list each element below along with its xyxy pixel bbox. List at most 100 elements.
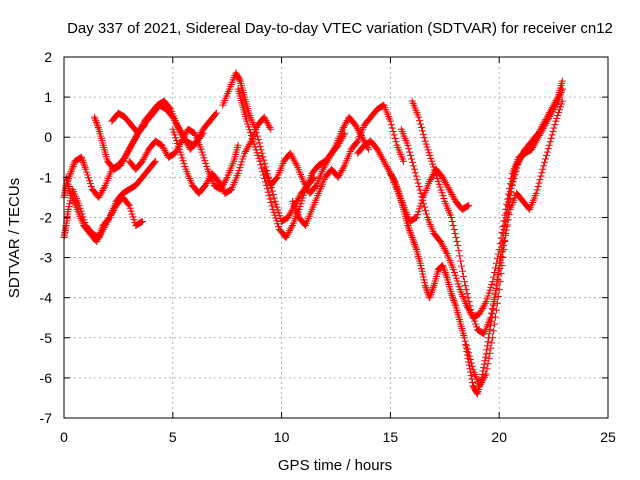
data-point [498, 253, 506, 261]
data-point [426, 294, 434, 302]
data-point [501, 238, 509, 246]
data-point [404, 221, 412, 229]
data-point [426, 292, 434, 300]
data-point [150, 158, 158, 166]
data-point [248, 134, 256, 142]
data-point [490, 295, 498, 303]
data-point [458, 262, 466, 270]
data-point [463, 342, 471, 350]
data-point [499, 247, 507, 255]
data-point [415, 205, 423, 213]
data-point [440, 195, 448, 203]
data-point [545, 141, 553, 149]
data-point [548, 131, 556, 139]
data-point [492, 259, 500, 267]
data-point [273, 203, 281, 211]
data-point [263, 185, 271, 193]
data-point [394, 188, 402, 196]
data-point [558, 97, 566, 105]
data-point [481, 299, 489, 307]
data-point [464, 294, 472, 302]
x-axis-label: GPS time / hours [278, 457, 392, 474]
data-point [419, 273, 427, 281]
data-point [422, 140, 430, 148]
data-point [410, 165, 418, 173]
data-point [492, 286, 500, 294]
data-point [81, 164, 89, 172]
data-point [468, 362, 476, 370]
data-point [549, 127, 557, 135]
data-point [450, 266, 458, 274]
data-point [504, 201, 512, 209]
series-sat-c [62, 157, 159, 246]
data-point [511, 171, 519, 179]
data-point [202, 160, 210, 168]
data-point [497, 259, 505, 267]
data-point [176, 148, 184, 156]
y-tick-label: -3 [40, 250, 53, 266]
data-point [449, 295, 457, 303]
y-axis-label: SDTVAR / TECUs [6, 178, 23, 298]
data-point [414, 179, 422, 187]
data-point [462, 341, 470, 349]
data-point [540, 162, 548, 170]
data-point [437, 186, 445, 194]
data-point [399, 157, 407, 165]
data-point [199, 151, 207, 159]
data-point [535, 179, 543, 187]
data-point [471, 317, 479, 325]
data-point [427, 289, 435, 297]
data-point [461, 337, 469, 345]
data-point [390, 176, 398, 184]
data-point [442, 272, 450, 280]
data-point [422, 283, 430, 291]
data-point [246, 126, 254, 134]
data-point [482, 298, 490, 306]
data-point [222, 175, 230, 183]
data-point [493, 299, 501, 307]
data-point [85, 177, 93, 185]
data-point [94, 122, 102, 130]
data-point [455, 247, 463, 255]
data-point [457, 257, 465, 265]
data-point [251, 125, 259, 133]
data-point [428, 157, 436, 165]
data-point [464, 349, 472, 357]
data-point [392, 181, 400, 189]
data-point [406, 227, 414, 235]
data-point [408, 234, 416, 241]
data-point [546, 138, 554, 146]
data-point [480, 364, 488, 372]
y-tick-label: -2 [40, 209, 53, 225]
data-point [533, 186, 541, 194]
data-point [453, 238, 461, 246]
data-point [468, 378, 476, 386]
y-tick-label: -1 [40, 169, 53, 185]
data-point [482, 350, 490, 358]
data-point [151, 157, 159, 165]
data-point [70, 161, 78, 169]
data-point [442, 270, 450, 278]
x-tick-label: 5 [169, 429, 177, 445]
data-point [416, 117, 424, 125]
data-point [260, 156, 268, 164]
data-point [429, 285, 437, 293]
data-point [448, 291, 456, 299]
data-point [129, 213, 137, 221]
data-point [481, 372, 489, 380]
data-point [77, 153, 85, 161]
data-point [417, 120, 425, 128]
data-point [421, 203, 429, 211]
data-point [298, 197, 306, 205]
x-tick-label: 10 [274, 429, 290, 445]
data-point [422, 207, 430, 215]
data-point [257, 161, 265, 169]
data-point [415, 113, 423, 121]
data-point [236, 76, 244, 84]
data-point [87, 183, 95, 191]
data-point [506, 195, 514, 203]
data-point [270, 208, 278, 216]
data-point [410, 239, 418, 247]
data-point [460, 278, 468, 286]
